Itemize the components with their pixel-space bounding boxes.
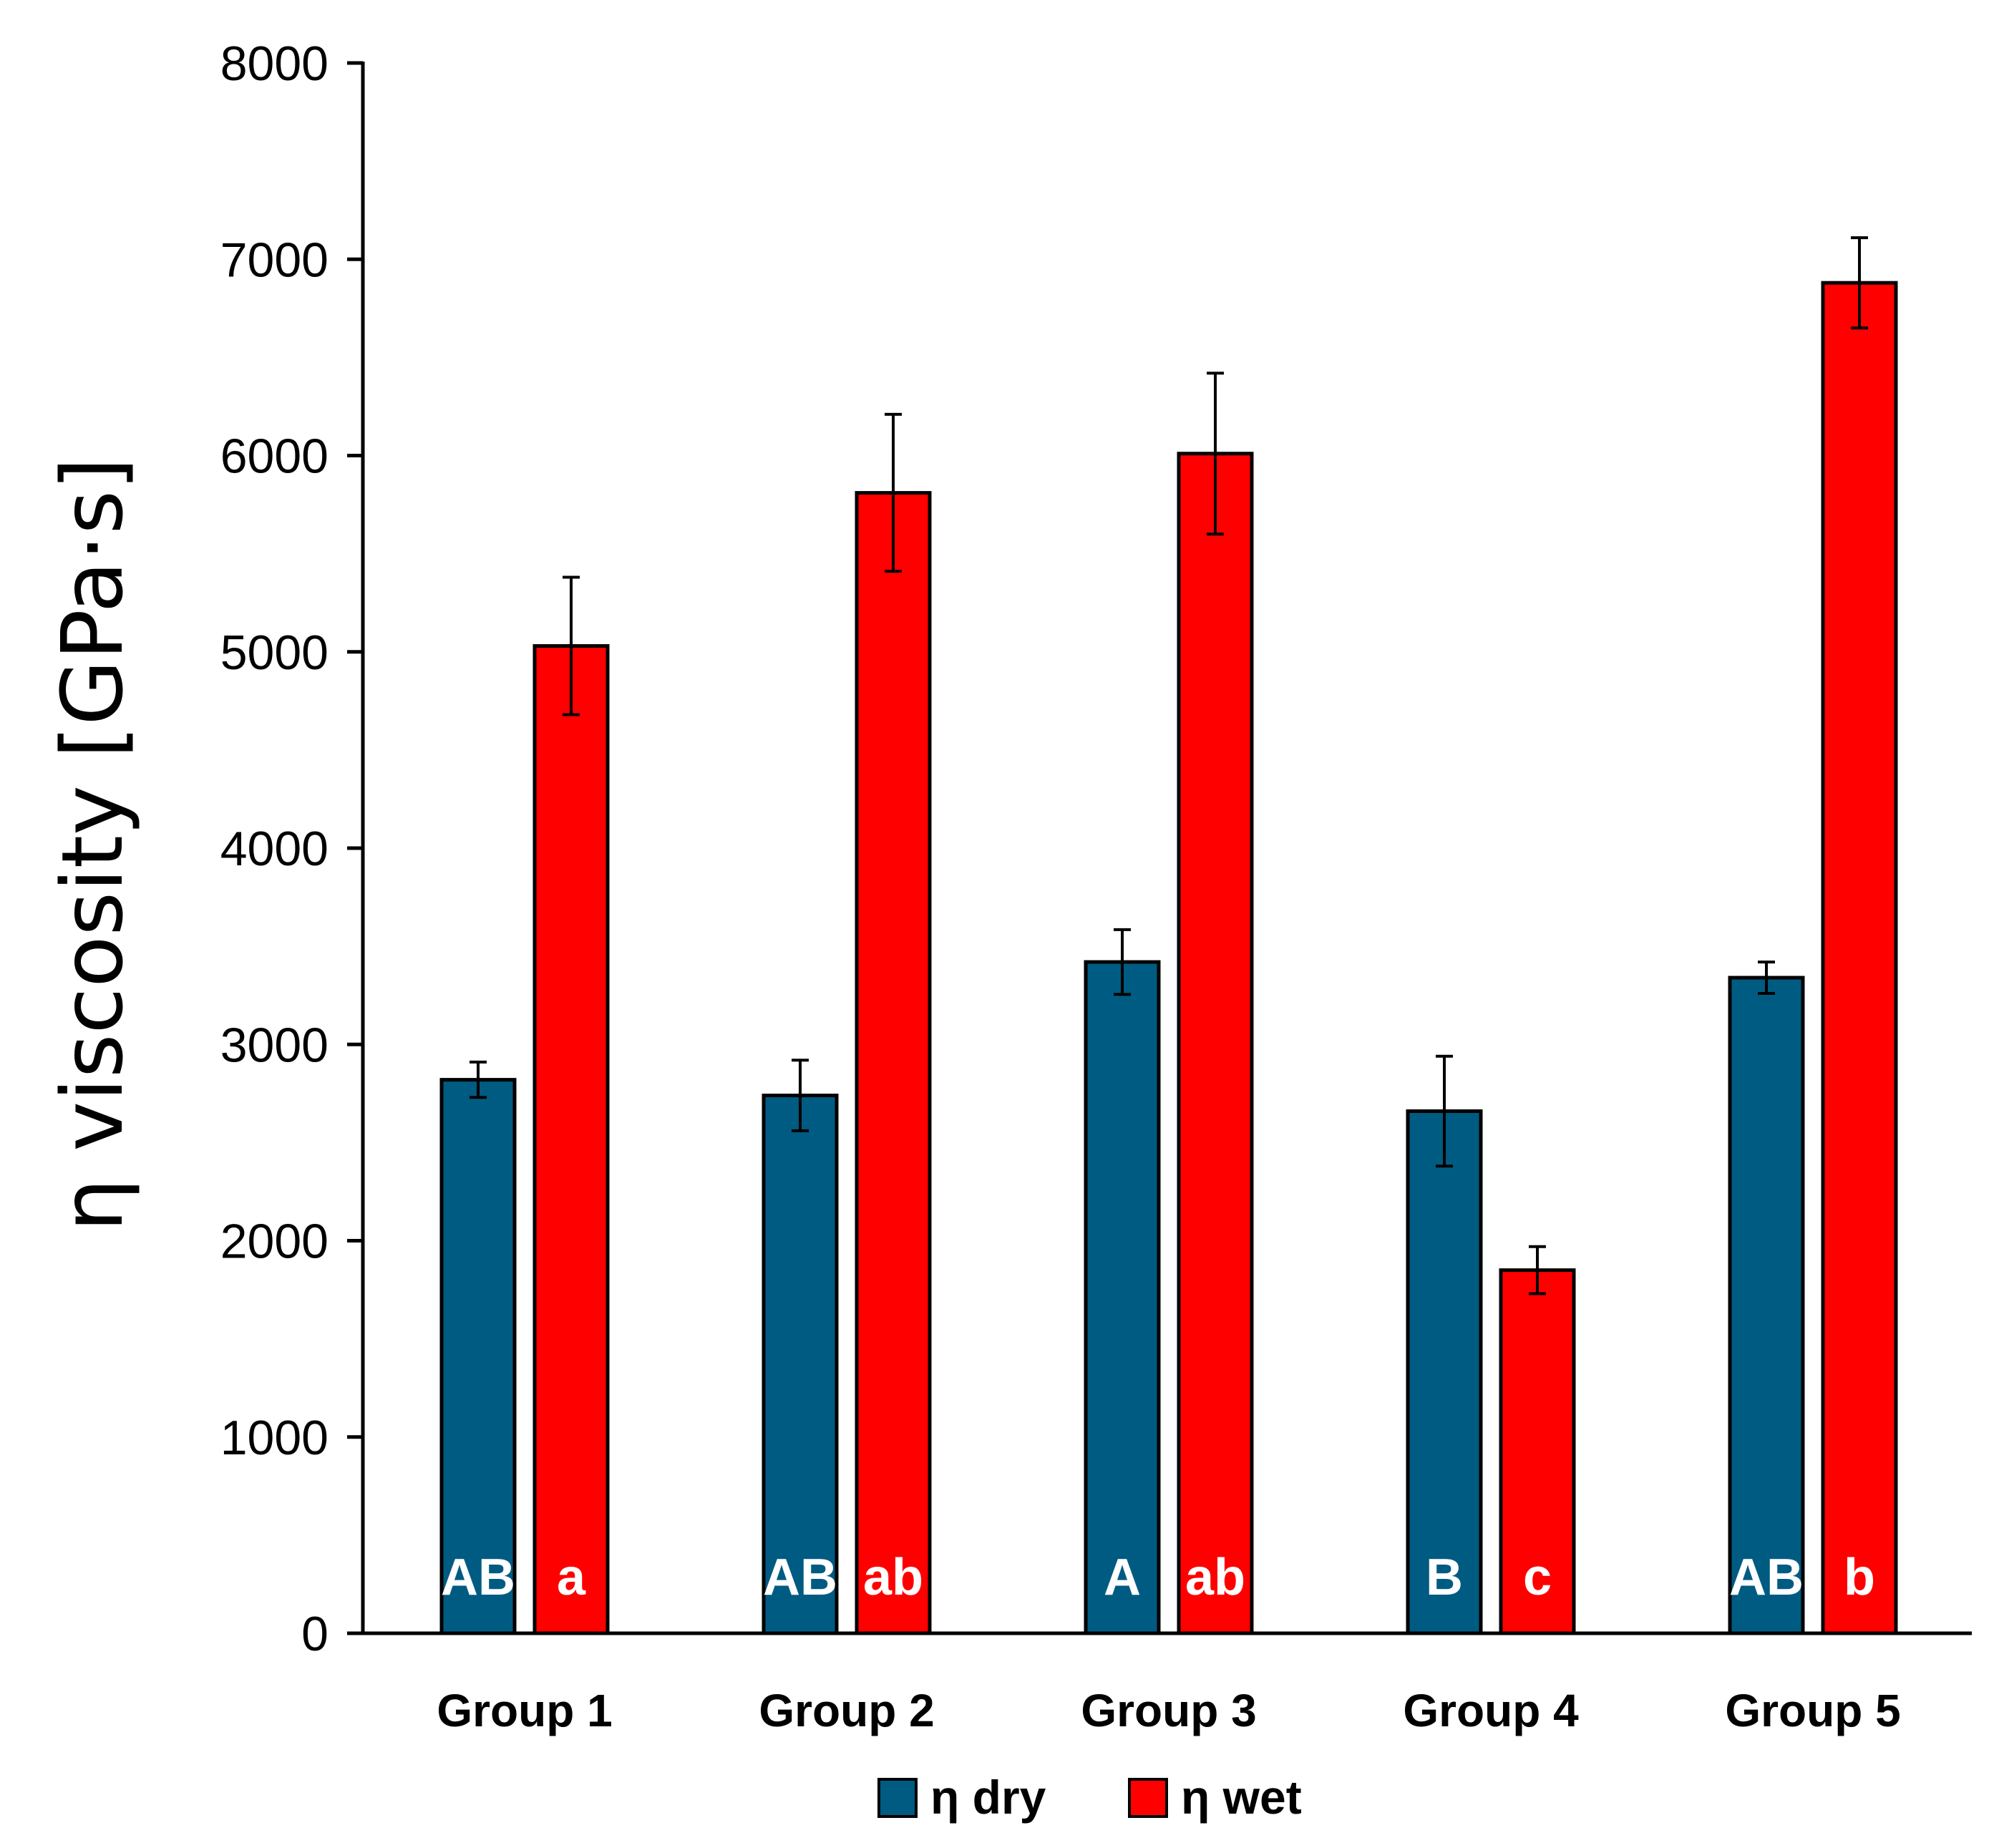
significance-letter: a (557, 1549, 586, 1606)
bar-dry-group-5 (1728, 976, 1805, 1635)
significance-letter: ab (1185, 1549, 1245, 1606)
legend-swatch-wet (1128, 1778, 1168, 1818)
bar-dry-group-3 (1084, 960, 1161, 1635)
y-axis-title-group: η viscosity [GPa·s] (43, 457, 142, 1232)
significance-letter: c (1523, 1549, 1552, 1606)
x-category-label: Group 3 (1081, 1685, 1256, 1736)
legend-label-dry: η dry (930, 1771, 1046, 1824)
significance-letter: ab (863, 1549, 923, 1606)
y-tick-label: 2000 (220, 1215, 329, 1269)
significance-letter: A (1104, 1549, 1141, 1606)
x-category-label: Group 2 (759, 1685, 934, 1736)
significance-letter: b (1844, 1549, 1875, 1606)
x-category-label: Group 5 (1725, 1685, 1900, 1736)
y-tick-label: 0 (301, 1607, 329, 1661)
y-tick-label: 6000 (220, 429, 329, 484)
bar-wet-group-2 (855, 491, 932, 1635)
y-tick-label: 1000 (220, 1411, 329, 1465)
significance-letter: AB (763, 1549, 837, 1606)
bar-wet-group-3 (1177, 452, 1254, 1635)
significance-letter: AB (1729, 1549, 1804, 1606)
significance-letter: AB (441, 1549, 515, 1606)
bar-wet-group-4 (1499, 1268, 1576, 1635)
y-tick-label: 8000 (220, 37, 329, 91)
legend-swatch-dry (877, 1778, 918, 1818)
bar-wet-group-1 (532, 644, 610, 1635)
category-labels-layer: Group 1 Group 2 Group 3 Group 4 Group 5 (437, 1685, 1900, 1736)
x-category-label: Group 1 (437, 1685, 612, 1736)
axes-layer (361, 62, 1972, 1635)
legend: η dry η wet (877, 1771, 1302, 1824)
significance-letter: B (1426, 1549, 1463, 1606)
bars-layer: AB AB A B ABa ab ab c b (439, 236, 1898, 1635)
legend-label-wet: η wet (1181, 1771, 1302, 1824)
y-tick-label: 3000 (220, 1018, 329, 1072)
bar-wet-group-5 (1821, 281, 1898, 1635)
y-tick-label: 7000 (220, 233, 329, 287)
y-ticks-layer: 0 1000 2000 3000 4000 5000 6000 7000 8000 (220, 37, 363, 1661)
y-axis-title: η viscosity [GPa·s] (43, 457, 142, 1232)
y-tick-label: 4000 (220, 822, 329, 876)
x-category-label: Group 4 (1403, 1685, 1579, 1736)
y-tick-label: 5000 (220, 626, 329, 680)
